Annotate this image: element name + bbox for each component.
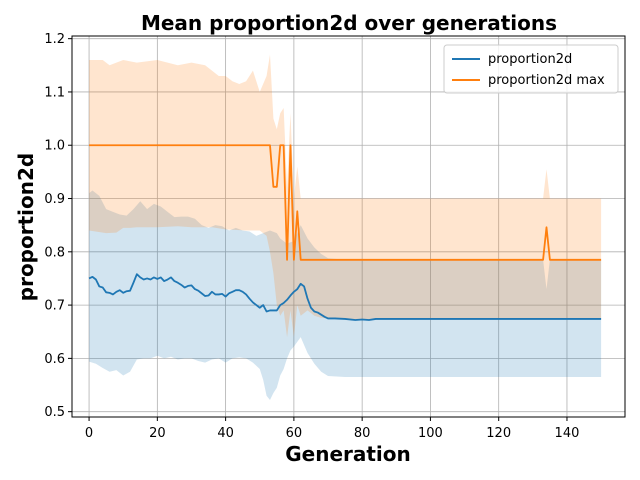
x-axis-title: Generation <box>285 442 411 466</box>
y-tick-label: 1.0 <box>44 139 65 154</box>
x-tick-label: 0 <box>85 426 93 441</box>
band-proportion2d <box>89 190 602 400</box>
chart-title: Mean proportion2d over generations <box>141 11 557 35</box>
x-tick-label: 80 <box>354 426 371 441</box>
y-axis-ticks: 0.5 0.6 0.7 0.8 0.9 1.0 1.1 1.2 <box>44 32 72 420</box>
y-axis-title: proportion2d <box>14 153 38 301</box>
legend-label-proportion2d: proportion2d <box>488 52 572 67</box>
y-tick-label: 0.8 <box>44 245 65 260</box>
x-tick-label: 140 <box>555 426 580 441</box>
x-tick-label: 120 <box>486 426 511 441</box>
y-tick-label: 1.1 <box>44 85 65 100</box>
plot-frame <box>71 35 626 418</box>
y-tick-label: 1.2 <box>44 32 65 47</box>
series-lines <box>88 144 602 321</box>
x-axis-ticks: 0 20 40 60 80 100 120 140 <box>85 417 579 441</box>
y-tick-label: 0.6 <box>44 352 65 367</box>
series-line-proportion2d <box>88 273 602 321</box>
y-tick-label: 0.5 <box>44 405 65 420</box>
legend-box <box>443 44 619 94</box>
series-line-proportion2d-max <box>89 144 602 261</box>
legend: proportion2d proportion2d max <box>443 44 619 94</box>
legend-label-proportion2d-max: proportion2d max <box>488 73 605 88</box>
x-tick-label: 60 <box>286 426 303 441</box>
x-tick-label: 100 <box>418 426 443 441</box>
y-tick-label: 0.9 <box>44 192 65 207</box>
x-tick-label: 20 <box>149 426 166 441</box>
x-tick-label: 40 <box>217 426 234 441</box>
y-tick-label: 0.7 <box>44 299 65 314</box>
grid-lines <box>72 36 625 417</box>
band-proportion2d-max <box>89 54 602 338</box>
confidence-bands <box>89 54 602 400</box>
